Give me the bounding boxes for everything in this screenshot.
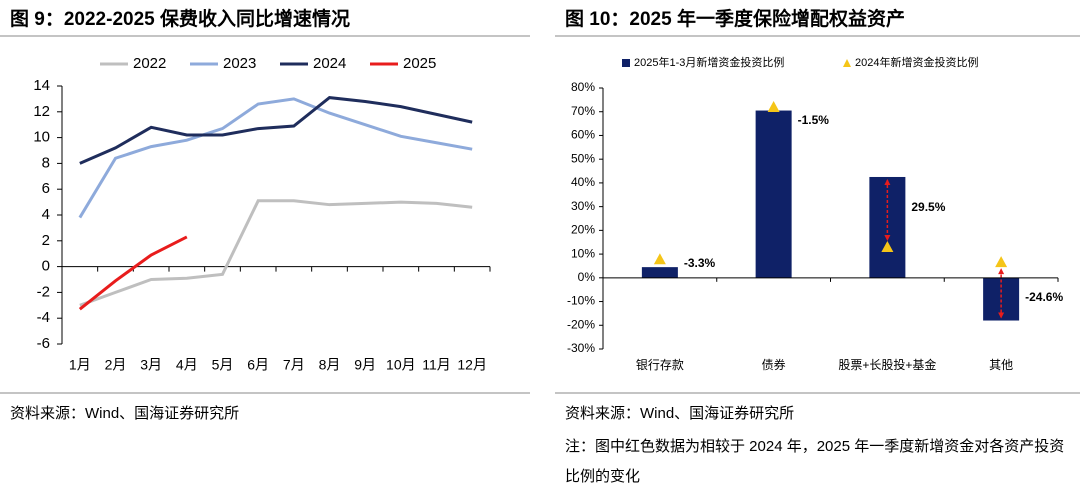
y-tick-label: 0%: [578, 270, 596, 284]
x-tick-label: 5月: [212, 357, 234, 373]
y-tick-label: 10%: [571, 246, 595, 260]
annotation: 29.5%: [911, 200, 945, 214]
y-tick-label: -30%: [567, 341, 595, 355]
x-tick-label: 10月: [386, 357, 416, 373]
y-tick-label: -20%: [567, 317, 595, 331]
source: 资料来源：Wind、国海证券研究所: [565, 405, 795, 422]
y-tick-label: 0: [42, 258, 50, 275]
y-tick-label: 80%: [571, 80, 595, 94]
x-tick-label: 11月: [422, 357, 451, 373]
y-tick-label: 20%: [571, 223, 595, 237]
x-tick-label: 6月: [247, 357, 269, 373]
annotation: -3.3%: [684, 256, 716, 270]
y-tick-label: 6: [42, 180, 50, 197]
change-arrowhead: [998, 268, 1005, 275]
x-tick-label: 1月: [69, 357, 91, 373]
y-tick-label: -10%: [567, 294, 595, 308]
change-arrowhead: [998, 312, 1005, 319]
y-tick-label: 12: [33, 103, 50, 120]
y-tick-label: 4: [42, 206, 50, 223]
y-tick-label: 40%: [571, 175, 595, 189]
line-series: [78, 235, 188, 311]
triangle-marker: [995, 256, 1008, 268]
x-tick-label: 3月: [140, 357, 162, 373]
x-tick-label: 12月: [457, 357, 487, 373]
line-series: [79, 199, 473, 307]
legend-swatch: [622, 59, 630, 67]
annotation: -24.6%: [1025, 290, 1063, 304]
legend-label: 2023: [223, 55, 256, 72]
line-series: [79, 96, 473, 165]
y-tick-label: 14: [33, 77, 50, 94]
y-tick-label: 60%: [571, 128, 595, 142]
x-tick-label: 债券: [762, 357, 786, 372]
bar: [641, 267, 678, 278]
y-tick-label: 8: [42, 154, 50, 171]
legend-swatch: [843, 59, 851, 67]
y-tick-label: 2: [42, 232, 50, 249]
chart-title: 图 9：2022-2025 保费收入同比增速情况: [10, 9, 350, 30]
note: 注：图中红色数据为相较于 2024 年，2025 年一季度新增资金对各资产投资比…: [565, 438, 1065, 485]
x-tick-label: 股票+长股投+基金: [838, 357, 936, 372]
x-tick-label: 2月: [105, 357, 127, 373]
x-tick-label: 银行存款: [636, 358, 684, 372]
line-series: [78, 97, 473, 219]
annotation: -1.5%: [798, 113, 830, 127]
legend-label: 2024年新增资金投资比例: [855, 55, 978, 69]
x-tick-label: 7月: [283, 357, 305, 373]
y-tick-label: -4: [37, 309, 50, 326]
y-tick-label: -6: [37, 335, 50, 352]
triangle-marker: [881, 240, 894, 252]
x-tick-label: 8月: [319, 357, 341, 373]
x-tick-label: 4月: [176, 357, 198, 373]
y-tick-label: -2: [37, 283, 50, 300]
chart-title: 图 10：2025 年一季度保险增配权益资产: [565, 9, 905, 30]
y-tick-label: 30%: [571, 199, 595, 213]
source: 资料来源：Wind、国海证券研究所: [10, 405, 240, 422]
y-tick-label: 70%: [571, 104, 595, 118]
legend-label: 2022: [133, 55, 166, 72]
x-tick-label: 9月: [354, 357, 376, 373]
legend-label: 2025: [403, 55, 436, 72]
legend-label: 2024: [313, 55, 346, 72]
change-arrowhead: [884, 234, 891, 241]
y-tick-label: 10: [33, 129, 50, 146]
bar: [755, 110, 792, 278]
legend-label: 2025年1-3月新增资金投资比例: [634, 55, 784, 69]
y-tick-label: 50%: [571, 151, 595, 165]
x-tick-label: 其他: [989, 358, 1013, 372]
change-arrowhead: [884, 178, 891, 185]
triangle-marker: [767, 100, 780, 112]
triangle-marker: [653, 253, 666, 265]
